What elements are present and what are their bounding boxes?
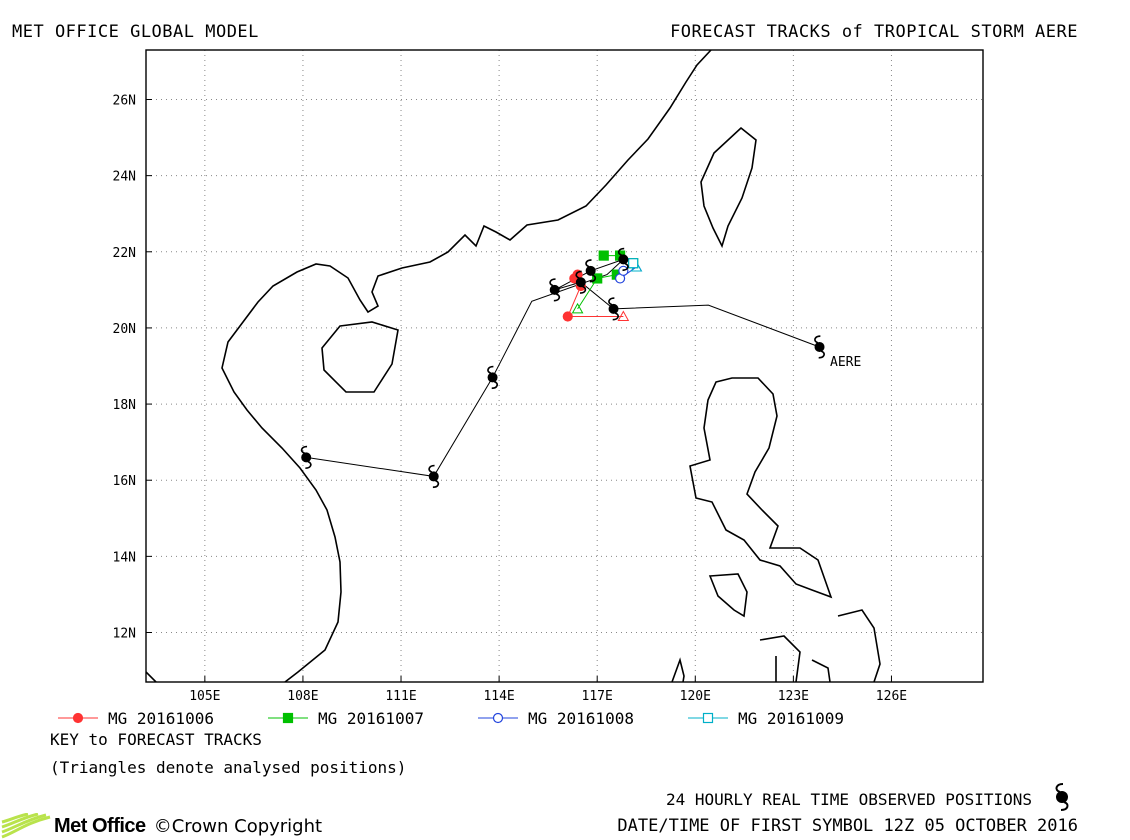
mainland-coast <box>221 50 712 682</box>
forecast-position-marker <box>562 311 573 322</box>
forecast-position-marker <box>592 273 603 284</box>
forecast-position-marker <box>628 258 639 269</box>
lon-tick-label: 117E <box>582 689 613 704</box>
lon-tick-label: 123E <box>778 689 809 704</box>
lon-tick-label: 120E <box>680 689 711 704</box>
observed-track <box>306 258 820 477</box>
analysed-position-triangle <box>617 310 630 322</box>
map-frame <box>145 49 984 683</box>
cyclone-icon <box>1055 783 1069 811</box>
cyclone-icon <box>548 278 561 302</box>
lon-tick-label: 111E <box>385 689 416 704</box>
lat-tick-label: 12N <box>113 627 136 642</box>
gulf-coast <box>146 671 157 682</box>
legend-marker <box>492 712 504 724</box>
legend-marker <box>282 712 294 724</box>
storm-label: AERE <box>830 355 861 370</box>
lat-tick-label: 16N <box>113 474 136 489</box>
mindoro-island <box>708 573 748 618</box>
coastline <box>146 50 881 682</box>
lon-tick-label: 105E <box>189 689 220 704</box>
visayas-islands <box>759 609 881 682</box>
axis-labels: 105E 108E 111E 114E 117E 120E 123E 126E 12N 14N 16… <box>113 93 908 704</box>
observed-track-line <box>306 258 820 477</box>
model-title: MET OFFICE GLOBAL MODEL <box>12 22 259 42</box>
legend-label: MG 20161009 <box>738 709 844 728</box>
lat-tick-label: 14N <box>113 550 136 565</box>
legend-label: MG 20161006 <box>108 709 214 728</box>
lon-tick-label: 114E <box>483 689 514 704</box>
legend-marker <box>702 712 714 724</box>
hainan-island <box>321 321 399 393</box>
legend: MG 20161006 MG 20161007 MG 20161008 MG 2016… <box>58 709 844 728</box>
cyclone-icon <box>813 335 826 359</box>
chart-title: FORECAST TRACKS of TROPICAL STORM AERE <box>670 22 1078 42</box>
palawan-island <box>671 657 685 682</box>
observed-positions-label: 24 HOURLY REAL TIME OBSERVED POSITIONS <box>665 790 1032 809</box>
first-symbol-datetime: DATE/TIME OF FIRST SYMBOL 12Z 05 OCTOBER… <box>617 816 1078 836</box>
key-title: KEY to FORECAST TRACKS <box>50 730 262 749</box>
met-office-logo-icon <box>1 813 51 839</box>
observed-positions <box>300 247 826 489</box>
key-note: (Triangles denote analysed positions) <box>50 758 407 777</box>
lat-tick-label: 22N <box>113 246 136 261</box>
cyclone-icon <box>427 464 440 489</box>
met-office-logo: Met Office ©Crown Copyright <box>0 812 322 840</box>
lat-tick-label: 26N <box>113 93 136 108</box>
taiwan-island <box>700 126 757 249</box>
analysed-position-triangle <box>571 302 584 314</box>
map-gridlines <box>146 50 983 682</box>
legend-label: MG 20161007 <box>318 709 424 728</box>
copyright: ©Crown Copyright <box>153 815 323 837</box>
lat-tick-label: 18N <box>113 398 136 413</box>
luzon-island <box>689 377 833 599</box>
lon-tick-label: 108E <box>287 689 318 704</box>
legend-marker <box>72 712 84 724</box>
lat-tick-label: 24N <box>113 170 136 185</box>
legend-label: MG 20161008 <box>528 709 634 728</box>
lon-tick-label: 126E <box>876 689 907 704</box>
cyclone-icon <box>300 445 313 470</box>
logo-text: Met Office <box>54 814 146 837</box>
lat-tick-label: 20N <box>113 322 136 337</box>
forecast-position-marker <box>598 250 609 261</box>
